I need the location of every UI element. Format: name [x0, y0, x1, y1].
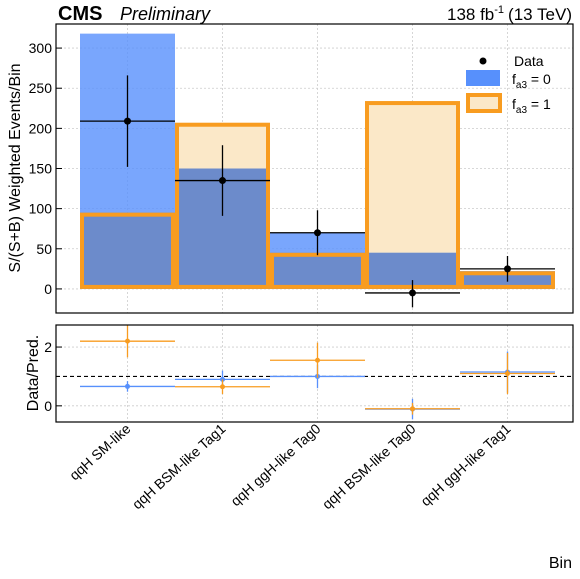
category-label: qqH ggH-like Tag1 — [417, 420, 513, 509]
legend: Data fa3 = 0 fa3 = 1 — [466, 53, 551, 116]
data-point — [124, 117, 131, 125]
top-ytick-label: 250 — [29, 80, 53, 96]
lumi-exponent: -1 — [494, 4, 504, 16]
legend-fa3-0-swatch — [466, 70, 500, 86]
top-data — [80, 75, 555, 308]
top-ytick-label: 200 — [29, 120, 53, 136]
status-label: Preliminary — [120, 4, 211, 24]
top-ytick-label: 150 — [29, 161, 53, 177]
bottom-ytick-label: 0 — [44, 398, 52, 414]
data-point — [314, 229, 321, 237]
data-point — [504, 265, 511, 273]
bar-overlap — [80, 212, 175, 289]
x-axis-label: Bin — [549, 555, 572, 572]
bar-fa3-1-outline — [175, 122, 270, 289]
bottom-frame — [55, 324, 574, 423]
category-label: qqH SM-like — [66, 420, 134, 483]
bar-overlap — [270, 252, 365, 289]
bottom-ytick-label: 2 — [44, 339, 52, 355]
category-label: qqH BSM-like Tag1 — [129, 420, 229, 512]
experiment-label: CMS — [58, 3, 102, 25]
ratio-point — [125, 338, 130, 344]
top-ytick-label: 300 — [29, 40, 53, 56]
ratio-point — [315, 357, 320, 363]
ratio-point — [220, 384, 225, 390]
ratio-point — [410, 406, 415, 412]
lumi-value: 138 fb — [447, 5, 494, 24]
data-point — [409, 289, 416, 297]
top-yticks: 0 50 100 150 200 250 300 — [29, 40, 62, 297]
top-ytick-label: 0 — [44, 281, 52, 297]
category-label: qqH BSM-like Tag0 — [319, 420, 419, 512]
top-ylabel: S/(S+B) Weighted Events/Bin — [7, 63, 24, 272]
legend-fa3-0-label: fa3 = 0 — [512, 71, 551, 91]
top-ytick-label: 100 — [29, 201, 53, 217]
top-ytick-label: 50 — [36, 241, 52, 257]
ratio-point — [505, 371, 510, 376]
legend-data-label: Data — [514, 53, 544, 69]
ratio-point — [125, 383, 130, 389]
bottom-yticks: 02 — [44, 339, 62, 414]
data-point — [219, 177, 226, 185]
lumi-label: 138 fb-1 (13 TeV) — [447, 4, 572, 24]
legend-fa3-1-swatch — [466, 93, 502, 113]
category-label: qqH ggH-like Tag0 — [227, 420, 323, 509]
legend-data-marker — [479, 57, 487, 65]
legend-fa3-1-label: fa3 = 1 — [512, 96, 551, 116]
bottom-ratio-points — [80, 325, 555, 420]
bottom-ylabel: Data/Pred. — [25, 335, 42, 411]
lumi-energy: (13 TeV) — [508, 5, 572, 24]
bar-fa3-1-outline — [80, 212, 175, 289]
